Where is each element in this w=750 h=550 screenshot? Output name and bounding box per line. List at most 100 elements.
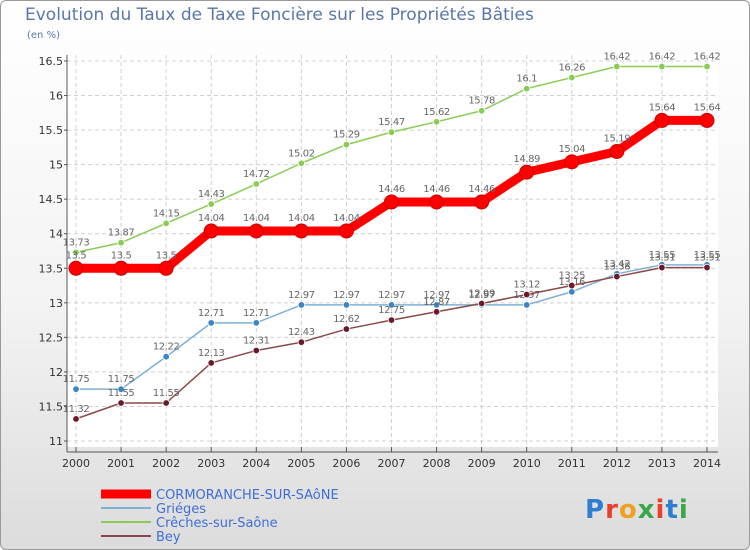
data-point [162,219,170,228]
data-label: 14.04 [198,213,225,224]
x-tick-label: 2002 [152,457,180,470]
data-point [162,353,170,361]
data-point [613,272,621,281]
x-tick-label: 2006 [332,457,360,470]
data-label: 13.12 [513,280,540,291]
data-point [568,73,576,82]
data-label: 13.5 [156,250,177,261]
logo-letter: x [637,495,656,525]
data-label: 13.5 [66,250,87,261]
x-tick-label: 2001 [107,457,135,470]
data-point [207,200,215,208]
data-point [158,260,174,276]
plot-background [67,55,718,447]
data-point [342,301,351,309]
data-label: 13.55 [649,250,676,261]
data-point [699,112,715,128]
data-point [207,359,215,367]
data-label: 12.71 [198,308,225,319]
data-point [432,308,441,316]
data-label: 16.42 [604,52,631,63]
data-point [658,62,666,71]
x-tick-label: 2009 [468,457,496,470]
chart-title: Evolution du Taux de Taxe Foncière sur l… [25,5,534,25]
data-label: 16.26 [558,63,585,74]
data-point [72,415,80,423]
x-tick-label: 2003 [197,457,225,470]
data-label: 13.51 [694,253,721,264]
data-point [297,159,306,167]
y-tick-label: 12 [49,366,63,379]
legend-label: Bey [156,530,181,545]
legend-label: Crêches-sur-Saône [156,516,278,531]
data-point [519,164,535,180]
data-point [68,260,84,276]
x-tick-label: 2011 [558,457,586,470]
data-label: 13.87 [108,228,135,239]
data-point [658,263,666,272]
data-point [613,62,621,71]
data-label: 11.75 [63,374,90,385]
x-tick-label: 2000 [62,457,90,470]
data-label: 12.87 [423,297,450,308]
data-label: 16.42 [694,52,721,63]
data-label: 13.55 [694,250,721,261]
data-point [162,399,170,407]
data-point [523,84,531,93]
data-point [477,299,486,308]
data-point [338,223,354,239]
data-label: 14.89 [513,154,540,165]
y-tick-label: 15 [49,159,63,172]
y-tick-label: 12.5 [39,331,64,344]
data-label: 11.55 [108,388,135,399]
data-label: 15.78 [468,96,495,107]
data-point [297,338,306,346]
logo-letter: i [678,495,689,525]
data-point [429,194,445,210]
y-tick-label: 14.5 [39,193,64,206]
y-tick-label: 11.5 [39,400,64,413]
data-label: 16.1 [516,74,537,85]
data-point [523,290,531,299]
data-label: 12.31 [243,335,270,346]
data-point [703,62,711,71]
data-label: 12.22 [153,342,180,353]
data-point [568,288,576,296]
data-label: 13.38 [604,262,631,273]
data-label: 11.32 [63,404,90,415]
y-tick-label: 16 [49,90,63,103]
data-point [568,281,576,290]
y-tick-label: 13.5 [39,262,64,275]
data-label: 12.13 [198,348,225,359]
data-label: 12.97 [288,290,315,301]
data-label: 14.15 [153,208,180,219]
data-point [342,325,351,333]
data-point [117,239,125,247]
y-tick-label: 15.5 [39,124,64,137]
data-point [203,223,219,239]
data-label: 12.97 [378,290,405,301]
x-tick-label: 2008 [423,457,451,470]
logo-letter: t [665,495,679,525]
data-label: 12.62 [333,314,360,325]
data-label: 15.04 [558,144,585,155]
data-point [207,319,215,327]
y-tick-label: 14 [49,228,63,241]
data-label: 14.46 [423,184,450,195]
data-label: 14.72 [243,169,270,180]
data-point [654,112,670,128]
data-point [72,248,80,257]
data-point [252,180,260,188]
data-label: 12.71 [243,308,270,319]
x-tick-label: 2007 [378,457,406,470]
data-label: 15.47 [378,117,405,128]
data-label: 12.97 [468,290,495,301]
data-label: 15.64 [649,102,676,113]
x-tick-label: 2005 [287,457,315,470]
data-label: 15.62 [423,107,450,118]
x-tick-label: 2014 [693,457,721,470]
data-point [117,385,125,393]
data-point [474,194,490,210]
data-point [117,399,125,407]
y-tick-label: 11 [49,435,63,448]
